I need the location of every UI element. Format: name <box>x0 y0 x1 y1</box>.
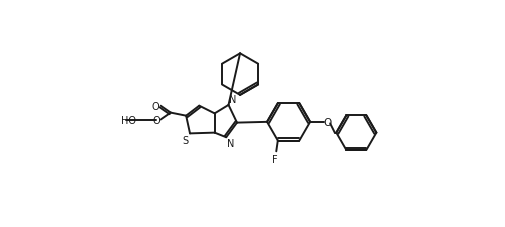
Text: O: O <box>323 117 331 127</box>
Text: F: F <box>271 155 277 165</box>
Text: HO: HO <box>121 115 136 125</box>
Text: O: O <box>152 101 159 111</box>
Text: S: S <box>182 135 188 145</box>
Text: N: N <box>229 95 236 105</box>
Text: N: N <box>227 138 234 148</box>
Text: O: O <box>152 116 160 126</box>
